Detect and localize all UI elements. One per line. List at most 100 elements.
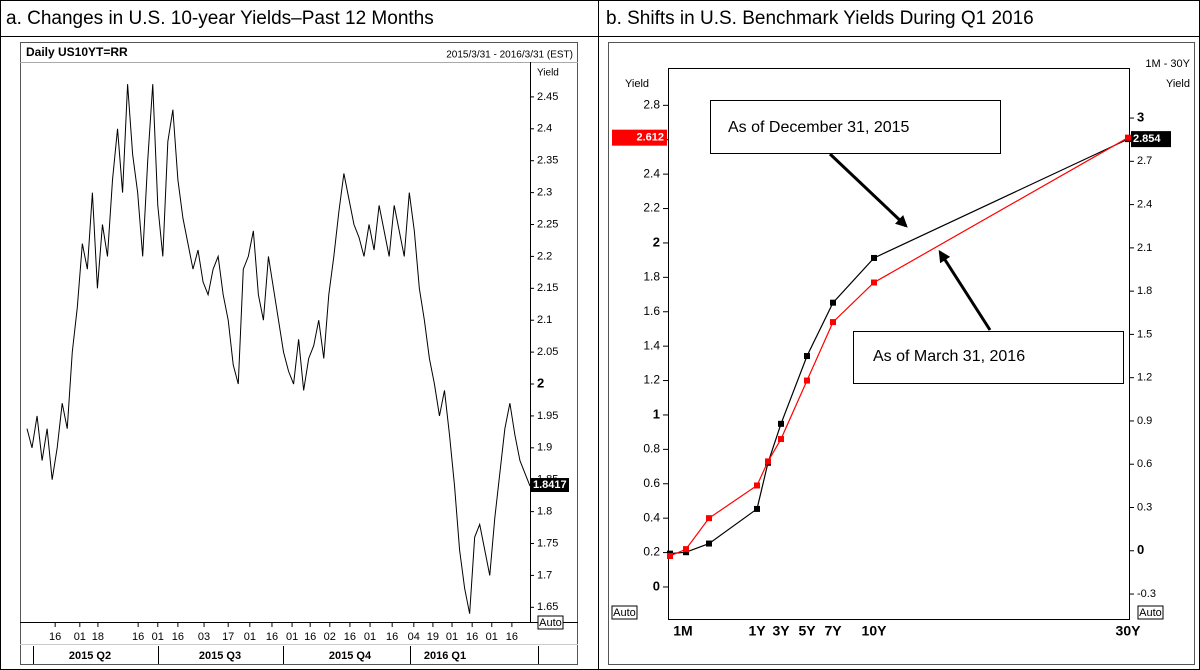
x-tick-label: 16 (466, 631, 478, 643)
curve-line (669, 138, 1129, 555)
x-tick-label: 01 (486, 631, 498, 643)
x-tick-label: 7Y (824, 623, 842, 639)
callout-arrow (938, 249, 992, 331)
auto-button[interactable] (611, 605, 638, 620)
quarter-label: 2016 Q1 (424, 650, 466, 662)
x-tick-label: 01 (446, 631, 458, 643)
curve-point (667, 553, 673, 560)
yield-line (26, 84, 531, 614)
curve-point (830, 299, 836, 306)
last-value-label: 2.612 (636, 132, 664, 144)
chart-title: Daily US10YT=RR (26, 45, 128, 59)
x-tick-label: 02 (324, 631, 336, 643)
x-tick-label: 3Y (772, 623, 790, 639)
curve-point (871, 279, 877, 286)
x-tick-label: 04 (408, 631, 420, 643)
quarter-label: 2015 Q3 (199, 650, 241, 662)
last-value-box (612, 129, 667, 146)
x-tick-label: 01 (244, 631, 256, 643)
y-tick-label: 1.8 (1137, 285, 1152, 297)
y-tick-label: 1.75 (537, 537, 558, 549)
y-tick-label: 2.7 (1137, 155, 1152, 167)
y-tick-label: 0 (1137, 542, 1144, 557)
x-tick-label: 30Y (1116, 623, 1142, 639)
y-tick-label: 1.9 (537, 442, 552, 454)
y-tick-label: 2.15 (537, 282, 558, 294)
auto-button[interactable] (1137, 605, 1164, 620)
y-tick-label: 2.05 (537, 346, 558, 358)
y-tick-label: 2.2 (537, 250, 552, 262)
y-tick-label: 1.4 (643, 338, 660, 352)
x-tick-label: 16 (344, 631, 356, 643)
y-tick-label: 1.7 (537, 569, 552, 581)
curve-point (754, 482, 760, 489)
y-tick-label: 2.8 (643, 97, 660, 111)
y-tick-label: 1.8 (643, 270, 660, 284)
quarter-label: 2015 Q4 (329, 650, 372, 662)
y-tick-label: 2.3 (537, 187, 552, 199)
y2-axis-label: Yield (1166, 78, 1190, 90)
x-tick-label: 16 (132, 631, 144, 643)
curve-line (669, 137, 1129, 557)
y-tick-label: 2.45 (537, 91, 558, 103)
y-tick-label: 1.8 (537, 506, 552, 518)
x-tick-label: 01 (152, 631, 164, 643)
auto-label: Auto (1139, 607, 1162, 619)
y-tick-label: 2.2 (643, 201, 660, 215)
y-tick-label: 2.4 (1137, 198, 1152, 210)
x-tick-label: 01 (364, 631, 376, 643)
x-tick-label: 01 (286, 631, 298, 643)
curve-point (778, 420, 784, 427)
y-tick-label: 2.4 (643, 166, 660, 180)
curve-point (706, 515, 712, 522)
y-tick-label: 0.4 (643, 510, 660, 524)
curve-point (830, 319, 836, 326)
x-tick-label: 10Y (862, 623, 888, 639)
panel-caption: b. Shifts in U.S. Benchmark Yields Durin… (606, 8, 1034, 29)
x-tick-label: 19 (427, 631, 439, 643)
x-tick-label: 16 (266, 631, 278, 643)
callout-box (853, 331, 1124, 384)
curve-point (778, 436, 784, 443)
y-tick-label: 2.1 (1137, 242, 1152, 254)
y-tick-label: 1 (653, 406, 660, 421)
y-tick-label: 0.6 (1137, 458, 1152, 470)
x-tick-label: 16 (506, 631, 518, 643)
y-tick-label: 0.6 (643, 476, 660, 490)
x-tick-label: 1M (673, 623, 692, 639)
last-value-label: 1.8417 (533, 479, 567, 491)
y-tick-label: 1.95 (537, 410, 558, 422)
y-tick-label: 0.8 (643, 442, 660, 456)
x-tick-label: 16 (386, 631, 398, 643)
legend-entry: As of March 31, 2016 (873, 348, 1025, 365)
y-tick-label: 1.6 (643, 304, 660, 318)
y-tick-label: -0.3 (1137, 588, 1156, 600)
y-tick-label: 0 (653, 578, 660, 593)
last-value-box (1131, 131, 1171, 148)
y-tick-label: 0.3 (1137, 501, 1152, 513)
auto-button[interactable] (537, 615, 564, 630)
auto-label: Auto (613, 607, 636, 619)
x-tick-label: 17 (222, 631, 234, 643)
x-tick-label: 16 (172, 631, 184, 643)
curve-point (683, 549, 689, 556)
plot-frame (668, 68, 1130, 620)
y-tick-label: 2 (653, 234, 660, 249)
curve-point (683, 546, 689, 553)
y-tick-label: 2 (537, 375, 544, 390)
curve-point (754, 505, 760, 512)
x-tick-label: 18 (92, 631, 104, 643)
chart-subtitle: 1M - 30Y (1145, 58, 1190, 70)
x-tick-label: 16 (304, 631, 316, 643)
x-tick-label: 1Y (748, 623, 766, 639)
x-tick-label: 5Y (798, 623, 816, 639)
last-value-box (531, 478, 569, 493)
y-tick-label: 0.9 (1137, 415, 1152, 427)
y-axis-label: Yield (537, 68, 559, 79)
curve-point (1125, 134, 1131, 141)
x-tick-label: 16 (49, 631, 61, 643)
y-axis-label: Yield (625, 78, 649, 90)
y-tick-label: 1.2 (1137, 372, 1152, 384)
y-tick-label: 0.2 (643, 545, 660, 559)
